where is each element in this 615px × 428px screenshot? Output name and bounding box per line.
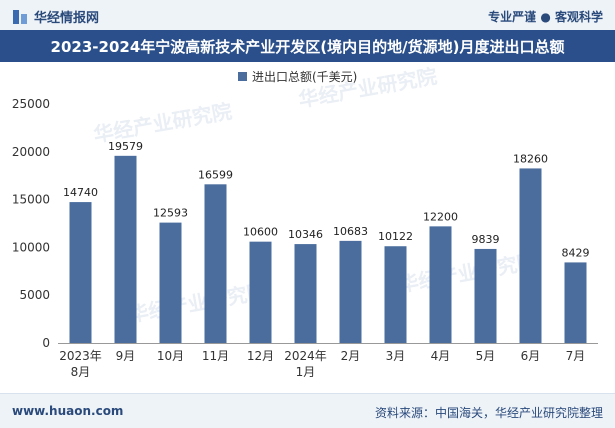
- x-tick-label: 10月: [157, 349, 184, 363]
- brand-name: 华经情报网: [34, 11, 100, 26]
- x-tick-label: 9月: [116, 349, 136, 363]
- legend-label: 进出口总额(千美元): [252, 70, 357, 84]
- bar: [114, 155, 137, 343]
- y-tick-label: 10000: [12, 240, 50, 254]
- bar-value-label: 10122: [378, 230, 413, 243]
- slogan: 专业严谨 ● 客观科学: [488, 10, 603, 24]
- y-tick-label: 15000: [12, 193, 50, 207]
- x-axis: 2023年 8月 9月 10月 11月 12月 2024年 1月 2月 3月 4月 5月 6月 7月: [58, 343, 598, 379]
- y-tick-label: 20000: [12, 145, 50, 159]
- x-tick-label: 4月: [431, 349, 451, 363]
- y-tick-label: 5000: [19, 288, 50, 302]
- huajing-logo-icon: [13, 9, 27, 24]
- legend-swatch: [238, 72, 247, 81]
- chart-title: 2023-2024年宁波高新技术产业开发区(境内目的地/货源地)月度进出口总额: [0, 30, 615, 62]
- bar-value-label: 14740: [63, 186, 98, 199]
- data-source: 资料来源：中国海关，华经产业研究院整理: [374, 406, 603, 420]
- bar: [69, 202, 92, 343]
- y-tick-label: 25000: [12, 97, 50, 111]
- bar-value-label: 9839: [472, 233, 500, 246]
- bar: [249, 241, 272, 343]
- bar: [339, 240, 362, 343]
- bar: [384, 246, 407, 343]
- bar-value-label: 16599: [198, 168, 233, 181]
- x-tick-label: 6月: [521, 349, 541, 363]
- bar: [294, 244, 317, 343]
- y-tick-label: 0: [42, 336, 50, 350]
- bar-chart: 华经产业研究院 华经产业研究院 华经产业研究院 华经产业研究院 进出口总额(千美…: [12, 64, 598, 379]
- website-link[interactable]: www.huaon.com: [12, 404, 124, 418]
- x-tick-label: 11月: [202, 349, 229, 363]
- bar-value-label: 10600: [243, 226, 278, 239]
- bar: [564, 262, 587, 343]
- bar-value-label: 12593: [153, 207, 188, 220]
- top-bar: 华经情报网 专业严谨 ● 客观科学: [0, 0, 615, 30]
- footer: www.huaon.com 资料来源：中国海关，华经产业研究院整理: [0, 393, 615, 428]
- x-tick-label: 2月: [341, 349, 361, 363]
- bar-value-label: 18260: [513, 152, 548, 165]
- svg-text:华经产业研究院: 华经产业研究院: [127, 279, 269, 327]
- svg-text:华经产业研究院: 华经产业研究院: [397, 249, 539, 297]
- bar: [474, 248, 497, 343]
- legend: 进出口总额(千美元): [238, 70, 357, 84]
- bar: [429, 226, 452, 343]
- bar-value-label: 10346: [288, 228, 323, 241]
- x-tick-label: 2024年 1月: [284, 349, 327, 379]
- x-tick-label: 12月: [247, 349, 274, 363]
- x-tick-label: 5月: [476, 349, 496, 363]
- bar: [159, 222, 182, 343]
- bar-value-label: 10683: [333, 225, 368, 238]
- bar: [204, 184, 227, 343]
- bars: 14740 19579 12593 16599 10600 10346 10683 10122…: [63, 140, 590, 343]
- x-tick-label: 7月: [566, 349, 586, 363]
- brand: 华经情报网: [12, 7, 99, 26]
- x-tick-label: 2023年 8月: [59, 349, 102, 379]
- bar-value-label: 8429: [562, 246, 590, 259]
- y-axis: 0 5000 10000 15000 20000 25000: [12, 97, 50, 350]
- x-tick-label: 3月: [386, 349, 406, 363]
- bar-value-label: 19579: [108, 140, 143, 153]
- bar: [519, 168, 542, 343]
- bar-value-label: 12200: [423, 210, 458, 223]
